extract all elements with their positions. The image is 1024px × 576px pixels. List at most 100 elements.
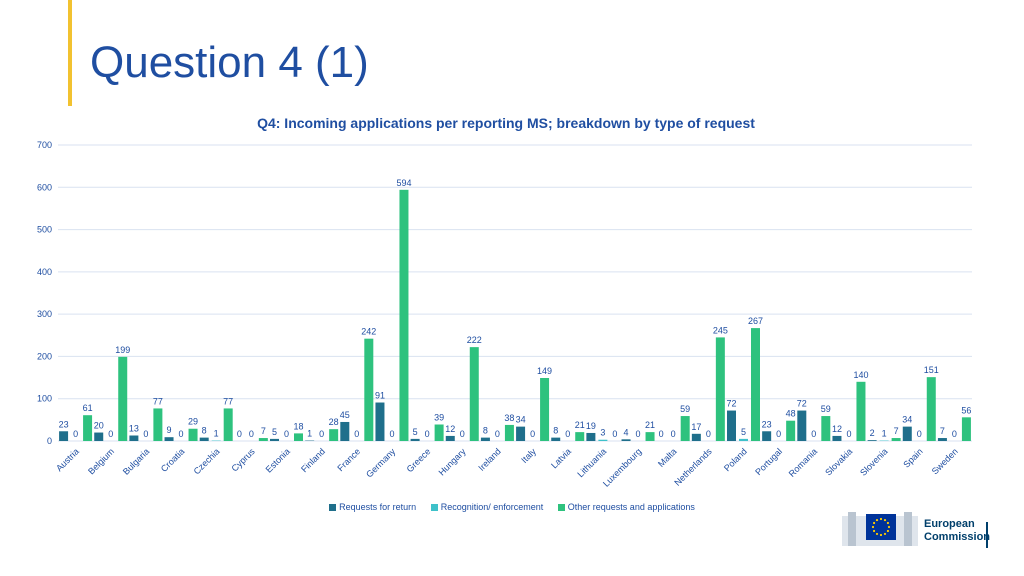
bar [586, 432, 596, 441]
x-tick-label: Netherlands [672, 446, 714, 488]
bar [504, 424, 514, 441]
eu-star [883, 532, 887, 536]
logo-divider [986, 522, 988, 548]
logo-line-2: Commission [924, 531, 991, 543]
data-label: 0 [319, 429, 324, 439]
data-label: 0 [565, 429, 570, 439]
bar [399, 189, 409, 441]
data-label: 12 [445, 424, 455, 434]
data-label: 20 [94, 421, 104, 431]
page-title: Question 4 (1) [90, 38, 369, 87]
bar [867, 440, 877, 441]
data-label: 0 [495, 429, 500, 439]
bar [375, 402, 385, 441]
data-label: 149 [537, 366, 552, 376]
data-label: 28 [329, 417, 339, 427]
bar [902, 426, 912, 441]
data-label: 34 [516, 415, 526, 425]
bar [551, 437, 561, 441]
data-label: 0 [237, 429, 242, 439]
data-label: 151 [924, 365, 939, 375]
legend-label-other: Other requests and applications [567, 502, 695, 512]
bar [118, 356, 128, 441]
legend: Requests for return Recognition/ enforce… [0, 502, 1024, 512]
bar [469, 347, 479, 441]
data-label: 45 [340, 410, 350, 420]
data-label: 23 [762, 419, 772, 429]
eu-star [872, 529, 876, 533]
data-label: 21 [575, 420, 585, 430]
data-label: 13 [129, 424, 139, 434]
chart-title: Q4: Incoming applications per reporting … [257, 115, 755, 131]
bar [258, 438, 268, 441]
data-label: 91 [375, 391, 385, 401]
x-tick-label: Hungary [437, 446, 468, 477]
data-label: 0 [389, 429, 394, 439]
bar [832, 435, 842, 441]
data-label: 1 [882, 429, 887, 439]
data-label: 8 [483, 426, 488, 436]
data-label: 0 [776, 429, 781, 439]
bar [480, 437, 490, 441]
data-label: 140 [853, 370, 868, 380]
bar [645, 432, 655, 441]
bar [786, 420, 796, 441]
data-label: 0 [460, 429, 465, 439]
accent-bar [68, 0, 72, 106]
data-label: 72 [797, 399, 807, 409]
x-tick-label: Malta [656, 446, 679, 469]
y-tick-label: 500 [37, 225, 52, 235]
y-tick-label: 600 [37, 182, 52, 192]
data-label: 0 [284, 429, 289, 439]
data-label: 19 [586, 421, 596, 431]
data-label: 0 [530, 429, 535, 439]
data-label: 34 [902, 415, 912, 425]
x-tick-label: Spain [901, 446, 924, 469]
x-tick-label: Estonia [264, 446, 292, 474]
data-label: 267 [748, 316, 763, 326]
bar [598, 439, 608, 441]
data-label: 0 [659, 429, 664, 439]
bar [739, 438, 748, 441]
legend-label-return: Requests for return [339, 502, 417, 512]
bar [821, 416, 831, 441]
legend-label-recognition: Recognition/ enforcement [440, 502, 544, 512]
data-label: 23 [59, 419, 69, 429]
data-label: 61 [83, 403, 93, 413]
legend-swatch-recognition [430, 504, 438, 512]
data-label: 0 [671, 429, 676, 439]
data-label: 5 [272, 427, 277, 437]
bar [540, 377, 550, 441]
y-tick-label: 100 [37, 394, 52, 404]
data-label: 77 [223, 396, 233, 406]
legend-swatch-return [329, 504, 337, 512]
data-label: 29 [188, 417, 198, 427]
x-tick-label: Slovakia [823, 446, 854, 477]
x-tick-label: France [335, 446, 362, 473]
data-label: 0 [108, 429, 113, 439]
bar [891, 438, 901, 441]
data-label: 77 [153, 396, 163, 406]
bar [680, 416, 690, 441]
bar [434, 424, 444, 441]
bar [94, 432, 104, 441]
data-label: 48 [786, 409, 796, 419]
data-label: 0 [636, 429, 641, 439]
x-tick-label: Sweden [930, 446, 960, 476]
x-tick-label: Ireland [476, 446, 503, 473]
legend-item-recognition: Recognition/ enforcement [430, 502, 544, 512]
data-label: 0 [952, 429, 957, 439]
x-tick-label: Latvia [549, 446, 573, 470]
data-label: 0 [612, 429, 617, 439]
data-label: 39 [434, 413, 444, 423]
data-label: 72 [726, 399, 736, 409]
bar [797, 410, 807, 441]
bar [751, 328, 760, 441]
bar-chart: 010020030040050060070023061Austria200199… [37, 140, 972, 489]
legend-item-return: Requests for return [329, 502, 416, 512]
eu-star [875, 532, 879, 536]
bar [340, 421, 350, 441]
data-label: 242 [361, 327, 376, 337]
logo-line-1: European [924, 518, 975, 530]
bar [329, 429, 339, 441]
